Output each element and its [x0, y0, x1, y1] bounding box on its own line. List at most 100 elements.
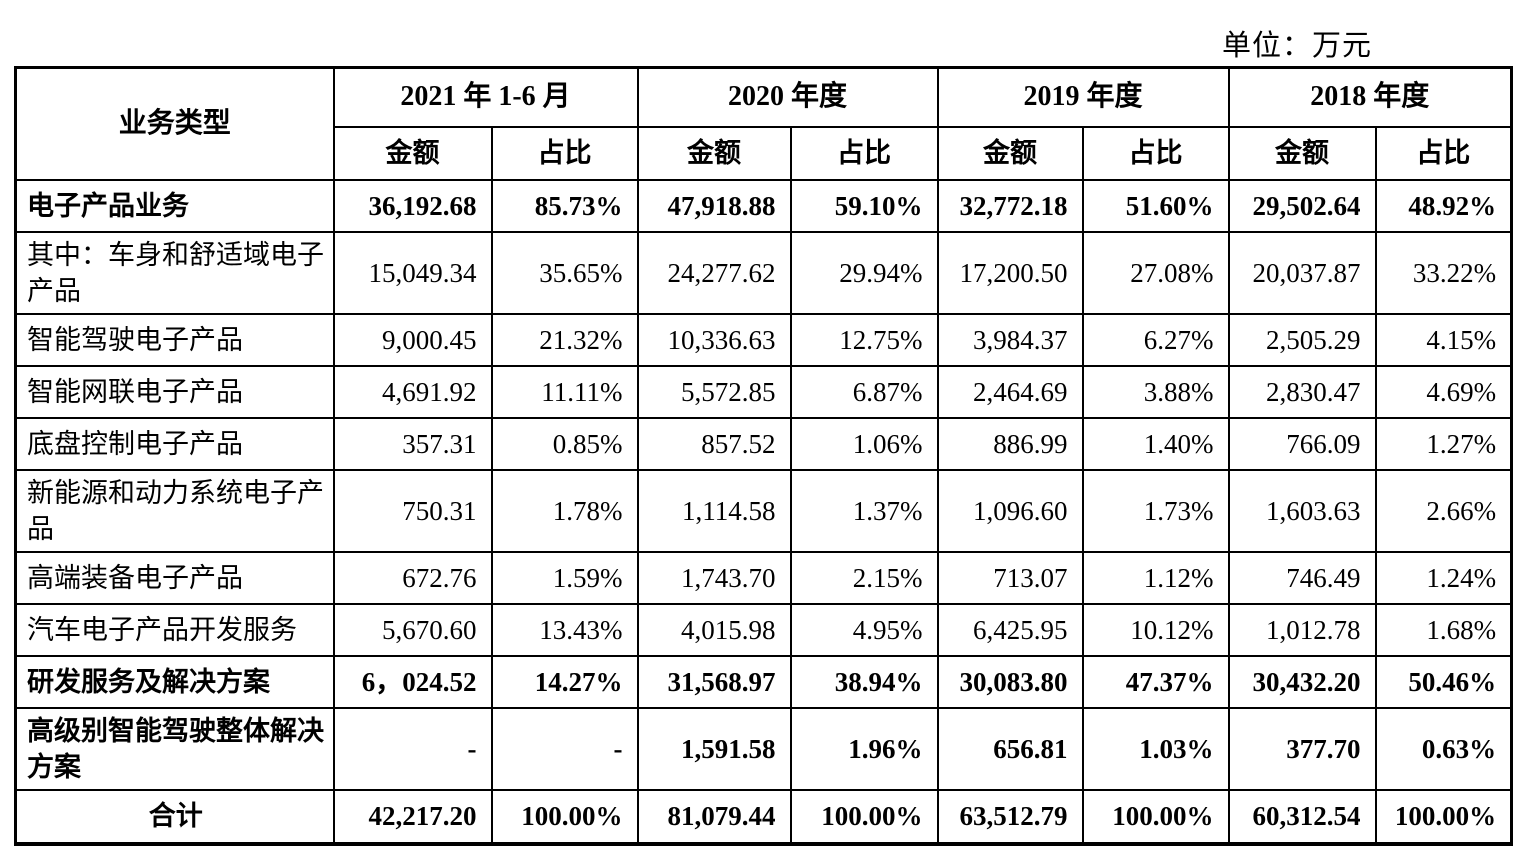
amount-cell: 746.49	[1227, 550, 1377, 605]
share-cell: 47.37%	[1081, 654, 1230, 709]
share-cell: 1.78%	[490, 468, 639, 553]
amount-cell: 857.52	[636, 416, 792, 471]
row-label: 电子产品业务	[14, 178, 335, 233]
share-cell: 100.00%	[490, 788, 639, 845]
share-cell: 4.69%	[1374, 364, 1513, 419]
amount-cell: 10,336.63	[636, 312, 792, 367]
share-cell: 1.24%	[1374, 550, 1513, 605]
amount-cell: 886.99	[936, 416, 1084, 471]
revenue-by-business-type-table: 业务类型 2021 年 1-6 月 2020 年度 2019 年度 2018 年…	[14, 66, 1514, 846]
share-cell: 1.03%	[1081, 706, 1230, 791]
amount-cell: 1,012.78	[1227, 602, 1377, 657]
amount-cell: 32,772.18	[936, 178, 1084, 233]
share-cell: 1.40%	[1081, 416, 1230, 471]
table-row: 合计 42,217.20 100.00% 81,079.44 100.00% 63,51…	[14, 788, 1513, 845]
amount-cell: 5,572.85	[636, 364, 792, 419]
share-cell: 33.22%	[1374, 230, 1513, 315]
period-header-2018: 2018 年度	[1227, 66, 1513, 128]
table-row: 高端装备电子产品 672.76 1.59% 1,743.70 2.15% 713.07 1…	[14, 550, 1513, 605]
share-cell: 4.95%	[789, 602, 939, 657]
amount-cell: 17,200.50	[936, 230, 1084, 315]
amount-cell: 24,277.62	[636, 230, 792, 315]
row-label: 底盘控制电子产品	[14, 416, 335, 471]
share-cell: 2.66%	[1374, 468, 1513, 553]
amount-cell: 31,568.97	[636, 654, 792, 709]
share-cell: 1.68%	[1374, 602, 1513, 657]
row-label: 智能驾驶电子产品	[14, 312, 335, 367]
amount-cell: 29,502.64	[1227, 178, 1377, 233]
row-label: 智能网联电子产品	[14, 364, 335, 419]
amount-cell: 47,918.88	[636, 178, 792, 233]
share-cell: 50.46%	[1374, 654, 1513, 709]
amount-cell: 2,830.47	[1227, 364, 1377, 419]
share-cell: 1.96%	[789, 706, 939, 791]
amount-cell: 3,984.37	[936, 312, 1084, 367]
amount-cell: 4,015.98	[636, 602, 792, 657]
table-row: 其中：车身和舒适域电子产品 15,049.34 35.65% 24,277.62 29…	[14, 230, 1513, 315]
row-label: 合计	[14, 788, 335, 845]
share-cell: 27.08%	[1081, 230, 1230, 315]
amount-cell: 766.09	[1227, 416, 1377, 471]
share-cell: 14.27%	[490, 654, 639, 709]
amount-cell: 30,083.80	[936, 654, 1084, 709]
period-header-2019: 2019 年度	[936, 66, 1230, 128]
share-cell: 85.73%	[490, 178, 639, 233]
share-cell: 100.00%	[789, 788, 939, 845]
share-cell: 38.94%	[789, 654, 939, 709]
amount-cell: 1,603.63	[1227, 468, 1377, 553]
share-header: 占比	[1081, 125, 1230, 181]
share-cell: 1.37%	[789, 468, 939, 553]
share-cell: 6.87%	[789, 364, 939, 419]
share-cell: 6.27%	[1081, 312, 1230, 367]
amount-cell: 1,114.58	[636, 468, 792, 553]
row-label: 汽车电子产品开发服务	[14, 602, 335, 657]
share-cell: 59.10%	[789, 178, 939, 233]
table-body: 电子产品业务 36,192.68 85.73% 47,918.88 59.10% 32,…	[14, 178, 1513, 845]
amount-cell: 656.81	[936, 706, 1084, 791]
amount-cell: 713.07	[936, 550, 1084, 605]
share-cell: 0.63%	[1374, 706, 1513, 791]
share-header: 占比	[1374, 125, 1513, 181]
amount-cell: 1,096.60	[936, 468, 1084, 553]
amount-cell: 20,037.87	[1227, 230, 1377, 315]
table-row: 新能源和动力系统电子产品 750.31 1.78% 1,114.58 1.37% 1,0…	[14, 468, 1513, 553]
amount-cell: 9,000.45	[332, 312, 493, 367]
amount-cell: 4,691.92	[332, 364, 493, 419]
amount-header: 金额	[1227, 125, 1377, 181]
amount-cell: 30,432.20	[1227, 654, 1377, 709]
share-header: 占比	[789, 125, 939, 181]
amount-cell: 63,512.79	[936, 788, 1084, 845]
amount-cell: 81,079.44	[636, 788, 792, 845]
share-cell: 3.88%	[1081, 364, 1230, 419]
row-label: 其中：车身和舒适域电子产品	[14, 230, 335, 315]
amount-cell: 750.31	[332, 468, 493, 553]
share-cell: 13.43%	[490, 602, 639, 657]
amount-cell: 1,743.70	[636, 550, 792, 605]
table-row: 电子产品业务 36,192.68 85.73% 47,918.88 59.10% 32,…	[14, 178, 1513, 233]
amount-cell: 60,312.54	[1227, 788, 1377, 845]
share-cell: 0.85%	[490, 416, 639, 471]
table-row: 高级别智能驾驶整体解决方案 - -1,591.58 1.96% 656.81 1.03%…	[14, 706, 1513, 791]
table-row: 底盘控制电子产品 357.31 0.85% 857.52 1.06% 886.99 1.4…	[14, 416, 1513, 471]
share-cell: 11.11%	[490, 364, 639, 419]
share-cell: 1.73%	[1081, 468, 1230, 553]
amount-cell: 1,591.58	[636, 706, 792, 791]
header-measure-row: 金额 占比 金额 占比 金额 占比 金额 占比	[16, 125, 1513, 181]
amount-cell: -	[332, 706, 493, 791]
share-cell: 48.92%	[1374, 178, 1513, 233]
table-row: 智能驾驶电子产品 9,000.45 21.32% 10,336.63 12.75% 3,…	[14, 312, 1513, 367]
period-header-2020: 2020 年度	[636, 66, 939, 128]
amount-cell: 357.31	[332, 416, 493, 471]
share-cell: 21.32%	[490, 312, 639, 367]
amount-header: 金额	[332, 125, 493, 181]
share-cell: 1.06%	[789, 416, 939, 471]
header-period-row: 业务类型 2021 年 1-6 月 2020 年度 2019 年度 2018 年…	[14, 66, 1513, 181]
amount-cell: 6,425.95	[936, 602, 1084, 657]
share-header: 占比	[490, 125, 639, 181]
share-cell: 1.12%	[1081, 550, 1230, 605]
share-cell: 2.15%	[789, 550, 939, 605]
share-cell: 1.27%	[1374, 416, 1513, 471]
amount-cell: 2,505.29	[1227, 312, 1377, 367]
amount-cell: 42,217.20	[332, 788, 493, 845]
amount-cell: 15,049.34	[332, 230, 493, 315]
